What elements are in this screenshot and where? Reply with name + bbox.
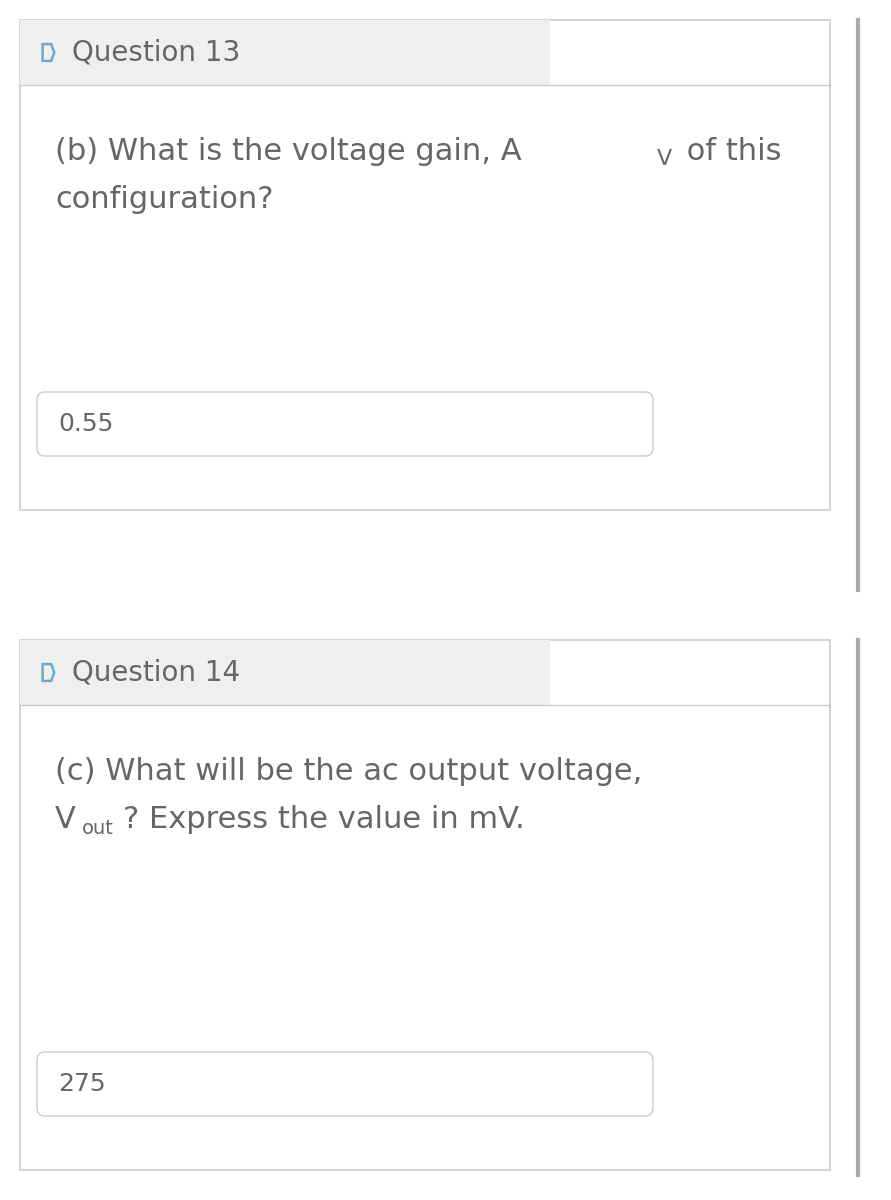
Bar: [20, 20, 830, 510]
Text: V: V: [657, 149, 673, 169]
Text: Question 13: Question 13: [72, 38, 241, 66]
Text: (b) What is the voltage gain, A: (b) What is the voltage gain, A: [55, 137, 521, 166]
Text: out: out: [82, 818, 114, 838]
Text: Question 14: Question 14: [72, 659, 241, 686]
Text: of this: of this: [677, 137, 781, 166]
FancyBboxPatch shape: [37, 1052, 653, 1116]
Text: V: V: [55, 805, 76, 834]
Text: 275: 275: [58, 1072, 106, 1096]
FancyBboxPatch shape: [37, 392, 653, 456]
Text: V: V: [657, 149, 673, 169]
Text: V: V: [55, 805, 76, 834]
Bar: [20, 640, 830, 1170]
Text: ? Express the value in mV.: ? Express the value in mV.: [123, 805, 525, 834]
Text: (c) What will be the ac output voltage,: (c) What will be the ac output voltage,: [55, 757, 642, 786]
Text: configuration?: configuration?: [55, 185, 274, 214]
Bar: [20, 640, 550, 704]
Bar: [20, 20, 550, 85]
Text: 0.55: 0.55: [58, 412, 113, 436]
Text: out: out: [82, 818, 114, 838]
Text: (b) What is the voltage gain, A: (b) What is the voltage gain, A: [55, 137, 521, 166]
